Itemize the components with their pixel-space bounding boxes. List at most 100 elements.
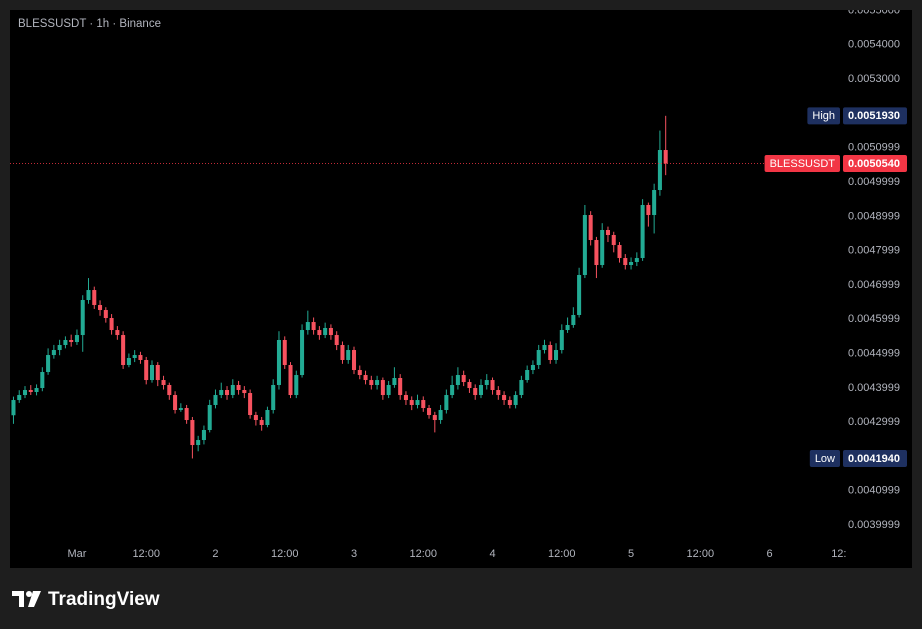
y-tick-label: 0.0040999 [848, 485, 900, 497]
candle-body [144, 359, 149, 381]
candle-body [201, 430, 206, 441]
candle-body [496, 390, 501, 396]
candle-body [207, 404, 212, 431]
price-name-box [764, 154, 840, 172]
candle-body [11, 400, 16, 416]
candle-body [184, 408, 189, 421]
price-value: 0.0041940 [848, 453, 900, 465]
candle-body [594, 240, 599, 266]
candle-body [178, 408, 183, 411]
x-tick-label: 3 [351, 548, 357, 560]
price-value: 0.0051930 [848, 110, 900, 122]
price-value-box [843, 449, 907, 467]
candle-body [450, 384, 455, 396]
candle-body [605, 229, 610, 236]
candle-body [63, 339, 68, 346]
y-tick-label: 0.0039999 [848, 519, 900, 531]
x-tick-label: 2 [212, 548, 218, 560]
candle-body [17, 395, 22, 401]
candle-body [334, 335, 339, 346]
price-value-box [843, 154, 907, 172]
candle-body [623, 258, 628, 266]
candle-body [126, 358, 131, 366]
x-tick-label: 12: [831, 548, 846, 560]
candle-body [69, 339, 74, 343]
chart-pane [10, 10, 912, 568]
candle-body [629, 262, 634, 266]
candle-body [305, 322, 310, 331]
candle-body [415, 400, 420, 405]
candle-body [219, 390, 224, 396]
x-tick-label: 12:00 [548, 548, 576, 560]
y-tick-label: 0.0048999 [848, 210, 900, 222]
x-tick-label: Mar [67, 548, 86, 560]
candle-body [455, 375, 460, 385]
candle-body [438, 410, 443, 421]
candle-body [167, 384, 172, 396]
y-tick-label: 0.0042999 [848, 416, 900, 428]
candle-body [46, 355, 51, 372]
candle-body [663, 150, 668, 164]
candle-body [398, 378, 403, 396]
price-name: BLESSUSDT [770, 158, 836, 170]
candle-body [403, 395, 408, 401]
candle-body [98, 305, 103, 311]
candle-body [138, 355, 143, 360]
candle-body [530, 365, 535, 371]
candle-body [161, 380, 166, 385]
y-tick-label: 0.0050999 [848, 142, 900, 154]
candle-body [502, 395, 507, 401]
candle-body [467, 382, 472, 389]
candle-body [213, 395, 218, 405]
candle-body [461, 375, 466, 383]
x-tick-label: 4 [489, 548, 495, 560]
candle-body [276, 339, 281, 385]
candle-body [577, 275, 582, 315]
y-tick-label: 0.0049999 [848, 176, 900, 188]
candle-body [317, 330, 322, 336]
candle-body [548, 345, 553, 360]
candle-body [265, 410, 270, 425]
y-tick-label: 0.0043999 [848, 382, 900, 394]
candle-body [478, 384, 484, 396]
candle-body [634, 258, 639, 263]
candle-body [115, 330, 120, 336]
candle-body [617, 245, 622, 259]
candle-body [432, 415, 437, 421]
x-tick-label: 12:00 [271, 548, 299, 560]
candle-body [369, 380, 374, 385]
candle-body [155, 365, 160, 381]
candle-body [74, 335, 79, 343]
candle-body [386, 384, 391, 396]
x-tick-label: 12:00 [687, 548, 715, 560]
candle-body [271, 384, 276, 411]
y-tick-label: 0.0053000 [848, 73, 900, 85]
y-tick-label: 0.0044999 [848, 347, 900, 359]
candle-body [22, 390, 28, 396]
candle-body [513, 395, 518, 405]
candle-body [103, 310, 108, 319]
y-tick-label: 0.0047999 [848, 245, 900, 257]
candle-body [490, 380, 495, 391]
candle-body [484, 380, 489, 385]
candle-body [282, 339, 287, 366]
candle-body [230, 384, 235, 396]
y-tick-label: 0.0045999 [848, 313, 900, 325]
candle-body [294, 375, 299, 396]
candle-body [657, 150, 662, 191]
candle-body [121, 335, 126, 366]
candle-body [536, 350, 541, 366]
y-tick-label: 0.0055000 [848, 4, 900, 16]
candle-body [80, 300, 85, 336]
candle-body [427, 408, 432, 416]
candle-body [473, 388, 478, 396]
candle-body [444, 395, 449, 411]
candle-body [132, 355, 137, 359]
candle-body [86, 290, 91, 301]
candle-body [259, 420, 264, 425]
plot: 0.0039999 0.0040999 0.0042999 0.0043999 0.00… [10, 4, 900, 560]
candle-body [375, 380, 380, 385]
candle-body [525, 370, 530, 381]
candle-body [611, 235, 616, 246]
